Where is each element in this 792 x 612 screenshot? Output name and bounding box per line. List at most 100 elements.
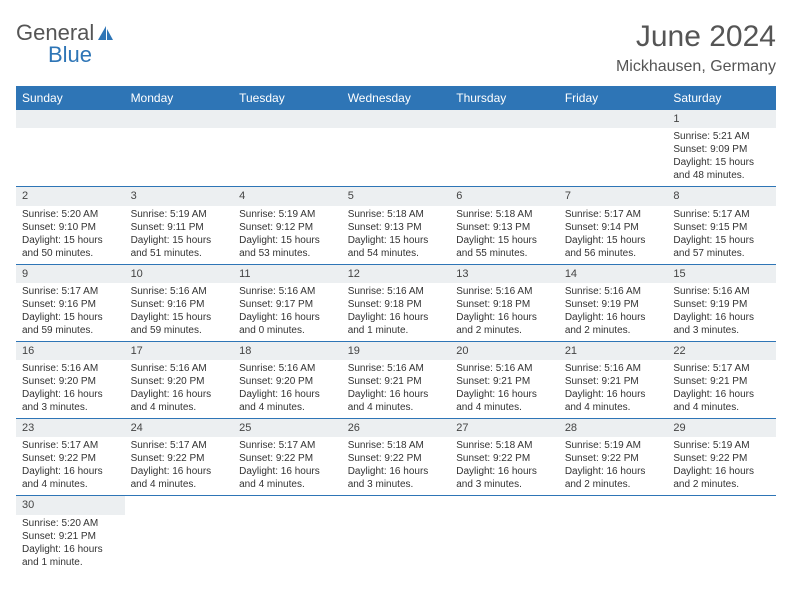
calendar-cell: 10 Sunrise: 5:16 AMSunset: 9:16 PMDayligh… (125, 264, 234, 341)
calendar-cell: 7Sunrise: 5:17 AMSunset: 9:14 PMDaylight… (559, 187, 668, 264)
calendar-week: 23Sunrise: 5:17 AMSunset: 9:22 PMDayligh… (16, 419, 776, 496)
calendar-cell: 28Sunrise: 5:19 AMSunset: 9:22 PMDayligh… (559, 419, 668, 496)
calendar-cell: 1Sunrise: 5:21 AMSunset: 9:09 PMDaylight… (667, 110, 776, 187)
calendar-cell (559, 110, 668, 187)
day-number: 4 (233, 187, 342, 205)
sunset-text: Sunset: 9:19 PM (565, 298, 662, 311)
daylight-text: Daylight: 16 hours and 3 minutes. (673, 311, 770, 337)
sunrise-text: Sunrise: 5:16 AM (348, 285, 445, 298)
day-number: 3 (125, 187, 234, 205)
day-text (16, 128, 125, 172)
sunrise-text: Sunrise: 5:16 AM (348, 362, 445, 375)
calendar-cell: 11Sunrise: 5:16 AMSunset: 9:17 PMDayligh… (233, 264, 342, 341)
day-text: Sunrise: 5:16 AMSunset: 9:19 PMDaylight:… (559, 283, 668, 341)
daylight-text: Daylight: 16 hours and 4 minutes. (131, 465, 228, 491)
sunset-text: Sunset: 9:14 PM (565, 221, 662, 234)
day-text: Sunrise: 5:18 AMSunset: 9:22 PMDaylight:… (450, 437, 559, 495)
sunrise-text: Sunrise: 5:20 AM (22, 208, 119, 221)
day-number (16, 110, 125, 128)
logo-text-blue: Blue (48, 42, 92, 68)
daylight-text: Daylight: 15 hours and 54 minutes. (348, 234, 445, 260)
sunrise-text: Sunrise: 5:17 AM (565, 208, 662, 221)
day-text (667, 515, 776, 559)
calendar-cell: 19Sunrise: 5:16 AMSunset: 9:21 PMDayligh… (342, 341, 451, 418)
sunrise-text: Sunrise: 5:16 AM (456, 285, 553, 298)
daylight-text: Daylight: 15 hours and 59 minutes. (22, 311, 119, 337)
day-text: Sunrise: 5:19 AMSunset: 9:12 PMDaylight:… (233, 206, 342, 264)
location: Mickhausen, Germany (616, 58, 776, 76)
daylight-text: Daylight: 16 hours and 4 minutes. (131, 388, 228, 414)
daylight-text: Daylight: 16 hours and 2 minutes. (565, 465, 662, 491)
sunset-text: Sunset: 9:16 PM (22, 298, 119, 311)
sunset-text: Sunset: 9:15 PM (673, 221, 770, 234)
daylight-text: Daylight: 15 hours and 59 minutes. (131, 311, 228, 337)
day-text: Sunrise: 5:19 AMSunset: 9:22 PMDaylight:… (559, 437, 668, 495)
sunset-text: Sunset: 9:16 PM (131, 298, 228, 311)
sunset-text: Sunset: 9:22 PM (348, 452, 445, 465)
day-number: 18 (233, 342, 342, 360)
day-number: 10 (125, 265, 234, 283)
day-text (450, 128, 559, 172)
sunset-text: Sunset: 9:12 PM (239, 221, 336, 234)
sunset-text: Sunset: 9:20 PM (131, 375, 228, 388)
calendar-week: 30Sunrise: 5:20 AMSunset: 9:21 PMDayligh… (16, 496, 776, 573)
day-number: 19 (342, 342, 451, 360)
calendar-cell: 6Sunrise: 5:18 AMSunset: 9:13 PMDaylight… (450, 187, 559, 264)
calendar-cell: 17Sunrise: 5:16 AMSunset: 9:20 PMDayligh… (125, 341, 234, 418)
calendar-cell (559, 496, 668, 573)
sunrise-text: Sunrise: 5:17 AM (673, 362, 770, 375)
day-number (450, 110, 559, 128)
day-number: 2 (16, 187, 125, 205)
day-number: 13 (450, 265, 559, 283)
day-number: 14 (559, 265, 668, 283)
sunrise-text: Sunrise: 5:18 AM (456, 208, 553, 221)
calendar-cell (233, 496, 342, 573)
daylight-text: Daylight: 16 hours and 4 minutes. (239, 388, 336, 414)
day-text: Sunrise: 5:16 AMSunset: 9:20 PMDaylight:… (233, 360, 342, 418)
sunrise-text: Sunrise: 5:16 AM (22, 362, 119, 375)
day-text: Sunrise: 5:21 AMSunset: 9:09 PMDaylight:… (667, 128, 776, 186)
sunset-text: Sunset: 9:22 PM (239, 452, 336, 465)
day-text: Sunrise: 5:18 AMSunset: 9:13 PMDaylight:… (342, 206, 451, 264)
day-text: Sunrise: 5:17 AMSunset: 9:16 PMDaylight:… (16, 283, 125, 341)
sunrise-text: Sunrise: 5:16 AM (239, 362, 336, 375)
day-number: 30 (16, 496, 125, 514)
day-number (342, 496, 451, 514)
day-number: 8 (667, 187, 776, 205)
day-number: 22 (667, 342, 776, 360)
calendar-cell (125, 110, 234, 187)
calendar-cell: 22Sunrise: 5:17 AMSunset: 9:21 PMDayligh… (667, 341, 776, 418)
daylight-text: Daylight: 16 hours and 4 minutes. (22, 465, 119, 491)
sunset-text: Sunset: 9:18 PM (348, 298, 445, 311)
sunrise-text: Sunrise: 5:19 AM (239, 208, 336, 221)
day-text (233, 515, 342, 559)
day-number: 16 (16, 342, 125, 360)
sunset-text: Sunset: 9:20 PM (239, 375, 336, 388)
sunrise-text: Sunrise: 5:16 AM (131, 285, 228, 298)
day-number (342, 110, 451, 128)
sunset-text: Sunset: 9:11 PM (131, 221, 228, 234)
sunset-text: Sunset: 9:18 PM (456, 298, 553, 311)
daylight-text: Daylight: 15 hours and 56 minutes. (565, 234, 662, 260)
day-text: Sunrise: 5:19 AMSunset: 9:22 PMDaylight:… (667, 437, 776, 495)
daylight-text: Daylight: 16 hours and 1 minute. (348, 311, 445, 337)
calendar-cell: 2Sunrise: 5:20 AMSunset: 9:10 PMDaylight… (16, 187, 125, 264)
calendar-cell: 27Sunrise: 5:18 AMSunset: 9:22 PMDayligh… (450, 419, 559, 496)
calendar-cell (342, 110, 451, 187)
sunset-text: Sunset: 9:21 PM (456, 375, 553, 388)
sunset-text: Sunset: 9:09 PM (673, 143, 770, 156)
sunset-text: Sunset: 9:17 PM (239, 298, 336, 311)
day-number: 27 (450, 419, 559, 437)
logo-sail-icon (96, 24, 116, 42)
day-number: 11 (233, 265, 342, 283)
daylight-text: Daylight: 16 hours and 4 minutes. (565, 388, 662, 414)
calendar-cell: 26Sunrise: 5:18 AMSunset: 9:22 PMDayligh… (342, 419, 451, 496)
calendar-cell: 21Sunrise: 5:16 AMSunset: 9:21 PMDayligh… (559, 341, 668, 418)
sunrise-text: Sunrise: 5:16 AM (565, 362, 662, 375)
sunset-text: Sunset: 9:22 PM (456, 452, 553, 465)
calendar-cell: 13Sunrise: 5:16 AMSunset: 9:18 PMDayligh… (450, 264, 559, 341)
calendar-cell (16, 110, 125, 187)
sunset-text: Sunset: 9:21 PM (673, 375, 770, 388)
day-number: 26 (342, 419, 451, 437)
sunrise-text: Sunrise: 5:16 AM (239, 285, 336, 298)
